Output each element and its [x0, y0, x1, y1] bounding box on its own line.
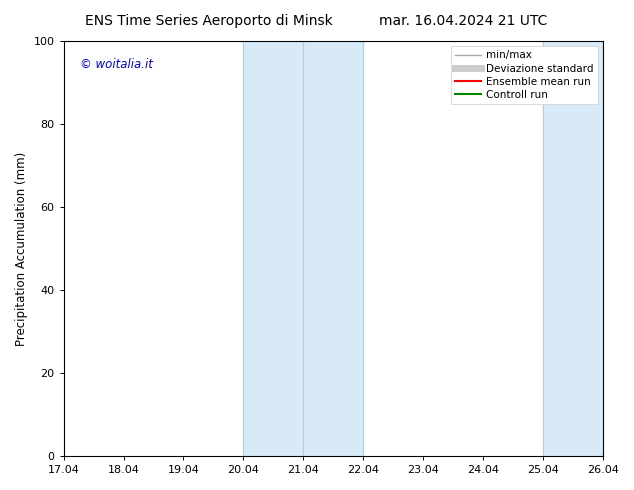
Text: mar. 16.04.2024 21 UTC: mar. 16.04.2024 21 UTC: [378, 14, 547, 28]
Text: ENS Time Series Aeroporto di Minsk: ENS Time Series Aeroporto di Minsk: [86, 14, 333, 28]
Bar: [243, 41, 363, 456]
Bar: [543, 41, 603, 456]
Text: © woitalia.it: © woitalia.it: [80, 58, 153, 71]
Legend: min/max, Deviazione standard, Ensemble mean run, Controll run: min/max, Deviazione standard, Ensemble m…: [451, 46, 598, 104]
Y-axis label: Precipitation Accumulation (mm): Precipitation Accumulation (mm): [15, 151, 28, 345]
